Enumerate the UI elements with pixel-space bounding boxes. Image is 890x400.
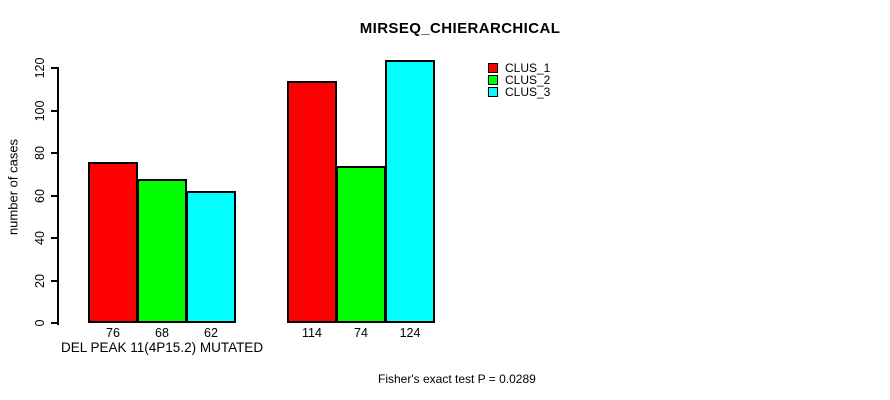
- y-tick-label-text-120: 120: [32, 57, 47, 79]
- fisher-test-annotation: Fisher's exact test P = 0.0289: [378, 372, 536, 386]
- y-tick-mark-120: [51, 67, 58, 69]
- y-tick-mark-60: [51, 194, 58, 197]
- bar-clus_1-group1: [88, 161, 138, 323]
- bar-clus_2-group2: [336, 165, 386, 323]
- legend: CLUS_1 CLUS_2 CLUS_3: [488, 62, 550, 98]
- bar-value-label-group1-1: 76: [106, 326, 120, 340]
- bar-clus_2-group1: [137, 178, 187, 323]
- y-tick-label-text-100: 100: [32, 100, 47, 121]
- y-tick-mark-40: [51, 237, 58, 239]
- chart-title: MIRSEQ_CHIERARCHICAL: [359, 20, 561, 37]
- y-tick-mark-100: [51, 109, 58, 112]
- legend-swatch-clus2-icon: [488, 75, 498, 85]
- legend-label-clus1: CLUS_1: [505, 61, 551, 75]
- x-axis-group-label: DEL PEAK 11(4P15.2) MUTATED: [61, 340, 264, 355]
- legend-swatch-clus3-icon: [488, 87, 498, 97]
- y-tick-label-text-80: 80: [32, 146, 47, 160]
- bar-value-label-group1-2: 68: [155, 326, 169, 340]
- y-tick-mark-80: [51, 152, 58, 154]
- bar-clus_3-group1: [186, 191, 236, 323]
- legend-swatch-clus1-icon: [488, 63, 498, 73]
- legend-item-clus3: CLUS_3: [488, 86, 550, 98]
- y-tick-label-text-40: 40: [32, 231, 47, 245]
- y-axis-line: [57, 67, 59, 325]
- legend-item-clus2: CLUS_2: [488, 74, 550, 86]
- y-tick-label-text-0: 0: [32, 319, 47, 327]
- bar-value-label-group2-1: 114: [302, 326, 322, 340]
- bar-value-label-group2-2: 74: [354, 326, 368, 340]
- legend-item-clus1: CLUS_1: [488, 62, 550, 74]
- y-tick-mark-0: [51, 322, 58, 324]
- y-tick-label-text-20: 20: [32, 273, 47, 288]
- legend-label-clus2: CLUS_2: [505, 73, 551, 87]
- y-tick-mark-20: [51, 279, 58, 282]
- bar-clus_3-group2: [385, 59, 435, 323]
- bar-value-label-group1-3: 62: [204, 326, 218, 340]
- y-tick-label-text-60: 60: [32, 188, 47, 203]
- bar-clus_1-group2: [287, 80, 337, 323]
- y-axis-title-text: number of cases: [5, 138, 21, 236]
- legend-label-clus3: CLUS_3: [505, 85, 551, 99]
- bar-value-label-group2-3: 124: [399, 326, 421, 340]
